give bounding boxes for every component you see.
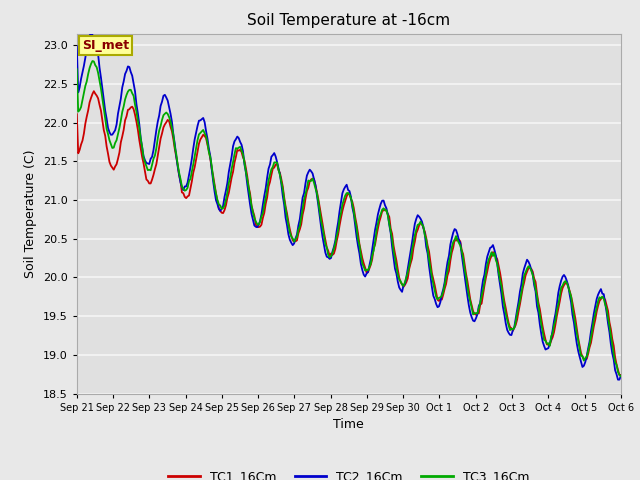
Text: SI_met: SI_met (82, 39, 129, 52)
Y-axis label: Soil Temperature (C): Soil Temperature (C) (24, 149, 37, 278)
X-axis label: Time: Time (333, 418, 364, 431)
Legend: TC1_16Cm, TC2_16Cm, TC3_16Cm: TC1_16Cm, TC2_16Cm, TC3_16Cm (163, 465, 534, 480)
Title: Soil Temperature at -16cm: Soil Temperature at -16cm (247, 13, 451, 28)
